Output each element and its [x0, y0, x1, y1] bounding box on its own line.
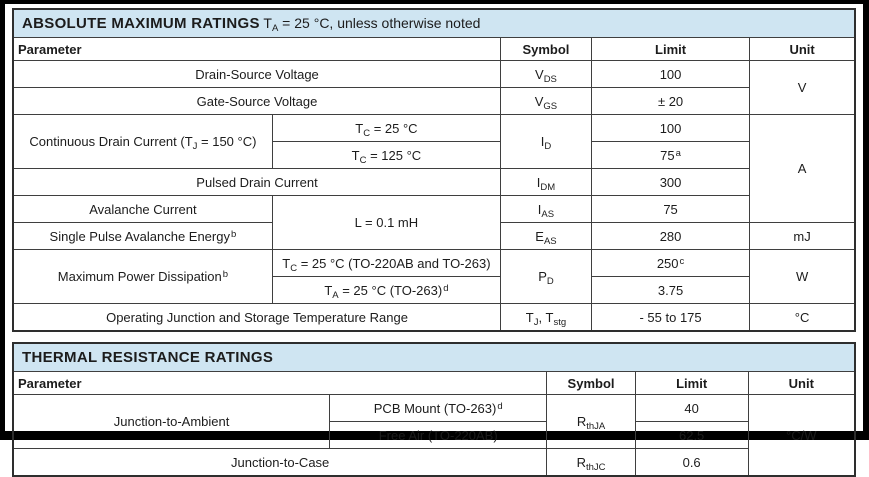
cell-parameter: Single Pulse Avalanche Energyb: [12, 222, 273, 250]
cell-limit: 100: [590, 114, 751, 142]
cell-unit: V: [749, 60, 856, 115]
cell-parameter: Operating Junction and Storage Temperatu…: [12, 303, 501, 332]
cell-limit: 0.6: [634, 448, 749, 477]
cell-unit: °C/W: [747, 394, 856, 477]
thermal-header-row: Parameter Symbol Limit Unit: [12, 371, 856, 395]
datasheet-content: ABSOLUTE MAXIMUM RATINGS TA = 25 °C, unl…: [5, 4, 863, 477]
table-title: ABSOLUTE MAXIMUM RATINGS TA = 25 °C, unl…: [12, 8, 856, 38]
table-title-text: ABSOLUTE MAXIMUM RATINGS TA = 25 °C, unl…: [22, 15, 481, 34]
col-header-limit: Limit: [634, 371, 749, 395]
row-drain-source-voltage: Drain-Source Voltage VDS 100 V: [12, 60, 856, 115]
cell-limit: 280: [590, 222, 751, 250]
cell-parameter: Avalanche Current: [12, 195, 273, 223]
thermal-title-row: THERMAL RESISTANCE RATINGS: [12, 342, 856, 372]
col-header-limit: Limit: [590, 37, 751, 61]
cell-limit: 75a: [590, 141, 751, 169]
cell-symbol: RthJA: [546, 394, 636, 449]
cell-limit: 100: [590, 60, 751, 88]
cell-unit: W: [749, 249, 856, 304]
cell-parameter: Gate-Source Voltage: [12, 87, 501, 115]
cell-symbol: EAS: [500, 222, 592, 250]
row-junction-to-ambient-pcb: Junction-to-Ambient PCB Mount (TO-263)d …: [12, 394, 856, 477]
col-header-unit: Unit: [747, 371, 856, 395]
cell-symbol: IDM: [500, 168, 592, 196]
absolute-maximum-ratings-table: ABSOLUTE MAXIMUM RATINGS TA = 25 °C, unl…: [12, 8, 856, 332]
row-pulsed-drain-current: Pulsed Drain Current IDM 300: [12, 168, 855, 196]
col-header-parameter: Parameter: [12, 371, 548, 395]
col-header-unit: Unit: [749, 37, 856, 61]
row-gate-source-voltage: Gate-Source Voltage VGS ± 20: [12, 87, 855, 115]
cell-limit: 3.75: [590, 276, 751, 304]
row-avalanche-current: Avalanche Current L = 0.1 mH IAS 75: [12, 195, 855, 250]
cell-parameter: Maximum Power Dissipationb: [12, 249, 273, 304]
cell-symbol: ID: [500, 114, 592, 169]
cell-parameter: Drain-Source Voltage: [12, 60, 501, 88]
cell-condition: Free Air (TO-220AB): [329, 421, 548, 449]
col-header-symbol: Symbol: [500, 37, 592, 61]
row-operating-junction-storage-temp: Operating Junction and Storage Temperatu…: [12, 303, 856, 332]
cell-unit: °C: [749, 303, 856, 332]
cell-unit: A: [749, 114, 856, 223]
cell-symbol: RthJC: [546, 448, 636, 477]
cell-unit: mJ: [749, 222, 856, 250]
cell-symbol: VDS: [500, 60, 592, 88]
cell-symbol: VGS: [500, 87, 592, 115]
cell-symbol: PD: [500, 249, 592, 304]
cell-symbol: IAS: [500, 195, 592, 223]
row-max-power-dissipation-tc: Maximum Power Dissipationb TC = 25 °C (T…: [12, 249, 856, 304]
cell-symbol: TJ, Tstg: [500, 303, 592, 332]
table-gap: [12, 332, 856, 342]
row-continuous-drain-current-tc125: TC = 125 °C 75a: [13, 141, 855, 169]
cell-parameter: Junction-to-Case: [12, 448, 548, 477]
cell-limit: 300: [590, 168, 751, 196]
cell-limit: - 55 to 175: [590, 303, 751, 332]
table-title: THERMAL RESISTANCE RATINGS: [12, 342, 856, 372]
col-header-parameter: Parameter: [12, 37, 501, 61]
row-max-power-dissipation-ta: TA = 25 °C (TO-263)d 3.75: [13, 276, 855, 304]
cell-limit: ± 20: [590, 87, 751, 115]
cell-limit: 62.5: [634, 421, 749, 449]
abs-max-title-row: ABSOLUTE MAXIMUM RATINGS TA = 25 °C, unl…: [12, 8, 856, 38]
cell-condition: PCB Mount (TO-263)d: [329, 394, 548, 422]
cell-limit: 40: [634, 394, 749, 422]
cell-parameter: Pulsed Drain Current: [12, 168, 501, 196]
cell-condition: TC = 25 °C (TO-220AB and TO-263): [271, 249, 502, 277]
abs-max-header-row: Parameter Symbol Limit Unit: [12, 37, 856, 61]
cell-condition: L = 0.1 mH: [271, 195, 502, 250]
row-continuous-drain-current-tc25: Continuous Drain Current (TJ = 150 °C) T…: [12, 114, 856, 223]
cell-condition: TA = 25 °C (TO-263)d: [271, 276, 502, 304]
cell-condition: TC = 25 °C: [271, 114, 502, 142]
cell-condition: TC = 125 °C: [271, 141, 502, 169]
thermal-resistance-ratings-table: THERMAL RESISTANCE RATINGS Parameter Sym…: [12, 342, 856, 477]
table-title-text: THERMAL RESISTANCE RATINGS: [22, 349, 274, 366]
cell-limit: 75: [590, 195, 751, 223]
cell-parameter: Junction-to-Ambient: [12, 394, 331, 449]
row-junction-to-case: Junction-to-Case RthJC 0.6: [12, 448, 855, 477]
cell-limit: 250c: [590, 249, 751, 277]
cell-parameter: Continuous Drain Current (TJ = 150 °C): [12, 114, 273, 169]
col-header-symbol: Symbol: [546, 371, 636, 395]
